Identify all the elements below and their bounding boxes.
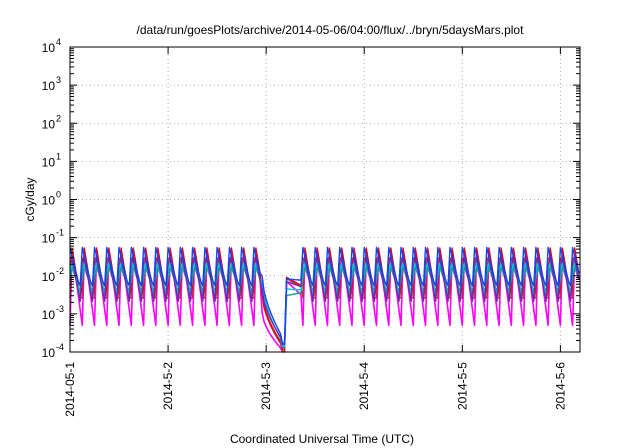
- x-tick-label: 2014-05-1: [63, 362, 77, 417]
- y-tick-label-base: 10: [42, 308, 56, 322]
- y-tick-label: 10 2: [42, 113, 61, 131]
- y-tick-label-exponent: -1: [56, 228, 64, 238]
- chart-title: /data/run/goesPlots/archive/2014-05-06/0…: [137, 23, 525, 37]
- y-tick-label-exponent: -4: [56, 342, 64, 352]
- y-tick-label-exponent: 1: [56, 151, 61, 161]
- y-tick-label-base: 10: [42, 155, 56, 169]
- x-tick-label: 2014-5-5: [455, 362, 469, 410]
- y-tick-label-base: 10: [42, 79, 56, 93]
- x-axis-label: Coordinated Universal Time (UTC): [230, 432, 414, 446]
- y-tick-label-base: 10: [42, 117, 56, 131]
- y-tick-label-exponent: 3: [56, 75, 61, 85]
- y-tick-label: 10 -3: [42, 304, 64, 322]
- y-tick-label: 10 4: [42, 37, 61, 55]
- y-tick-label-exponent: 4: [56, 37, 61, 47]
- y-tick-label-exponent: 0: [56, 190, 61, 200]
- x-tick-label: 2014-5-2: [161, 362, 175, 410]
- x-tick-label: 2014-5-3: [259, 362, 273, 410]
- y-tick-label: 10 -2: [42, 266, 64, 284]
- y-tick-label-base: 10: [42, 41, 56, 55]
- y-tick-label-base: 10: [42, 194, 56, 208]
- plot-series: [69, 246, 580, 353]
- y-tick-label-exponent: -3: [56, 304, 64, 314]
- y-tick-label-base: 10: [42, 232, 56, 246]
- y-tick-label-exponent: -2: [56, 266, 64, 276]
- y-tick-label: 10 3: [42, 75, 61, 93]
- y-tick-label: 10 0: [42, 190, 61, 208]
- y-tick-label: 10 1: [42, 151, 61, 169]
- x-tick-label: 2014-5-6: [553, 362, 567, 410]
- y-tick-label-exponent: 2: [56, 113, 61, 123]
- y-tick-label: 10 -4: [42, 342, 64, 360]
- x-tick-labels: 2014-05-1 2014-5-2 2014-5-3 2014-5-4 2014-5-…: [63, 362, 567, 417]
- series-line: [69, 246, 580, 344]
- y-tick-label-base: 10: [42, 346, 56, 360]
- axis-ticks: [69, 46, 580, 353]
- y-tick-label-base: 10: [42, 270, 56, 284]
- y-axis-label: cGy/day: [23, 177, 37, 221]
- grid-lines: [70, 47, 580, 352]
- x-tick-label: 2014-5-4: [357, 362, 371, 410]
- y-tick-label: 10 -1: [42, 228, 64, 246]
